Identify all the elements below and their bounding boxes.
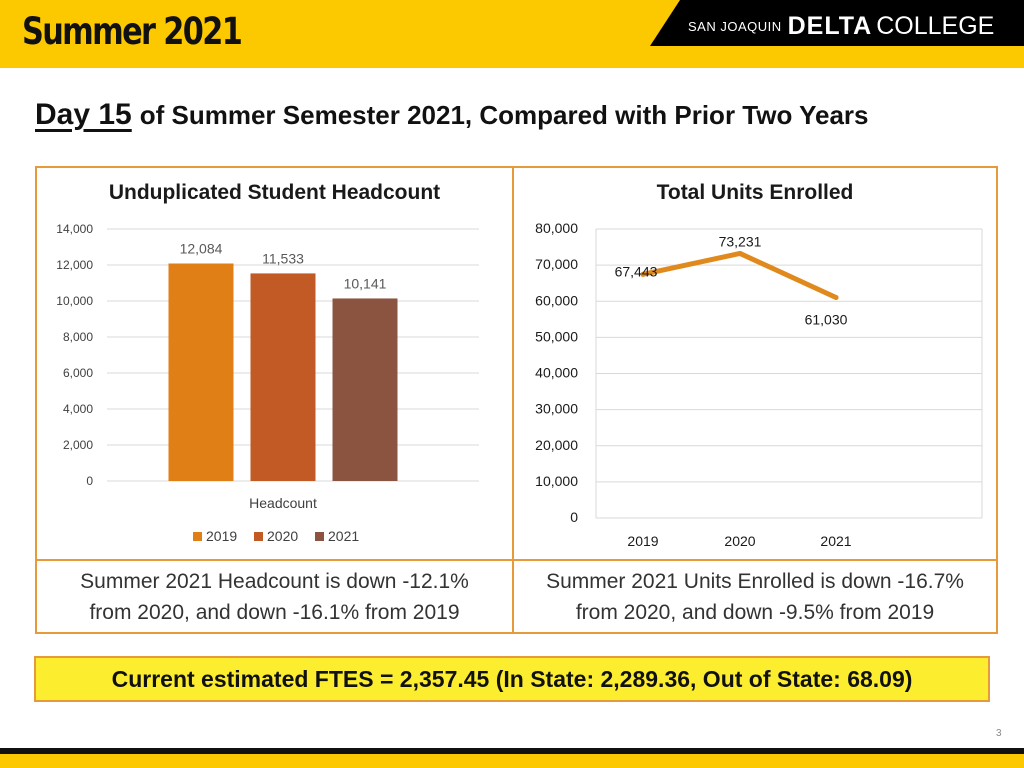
headcount-summary-panel — [35, 559, 514, 634]
y-tick-label: 40,000 — [535, 365, 578, 381]
headline-rest: of Summer Semester 2021, Compared with P… — [139, 100, 869, 130]
y-tick-label: 50,000 — [535, 328, 578, 344]
units-series-line — [640, 250, 839, 301]
line-data-label: 73,231 — [719, 233, 762, 249]
line-data-label: 67,443 — [615, 263, 658, 279]
units-summary: Summer 2021 Units Enrolled is down -16.7… — [514, 566, 996, 628]
units-chart-title: Total Units Enrolled — [656, 181, 854, 204]
fte-banner: Current estimated FTES = 2,357.45 (In St… — [34, 656, 990, 702]
bar-2019 — [168, 263, 234, 481]
bar-data-label: 11,533 — [262, 250, 304, 266]
headcount-summary-line1: Summer 2021 Headcount is down -12.1% — [80, 570, 469, 593]
line-point-2021 — [833, 295, 839, 301]
footer-black-band — [0, 748, 1024, 754]
y-tick-label: 10,000 — [56, 294, 93, 308]
legend-label: 2021 — [328, 528, 359, 544]
legend-swatch-2021 — [315, 532, 324, 541]
y-tick-label: 0 — [86, 474, 93, 488]
y-tick-label: 4,000 — [63, 402, 93, 416]
logo-san-joaquin: SAN JOAQUIN — [688, 19, 782, 34]
headcount-summary: Summer 2021 Headcount is down -12.1% fro… — [37, 566, 512, 628]
headcount-bar-chart: 0 2,000 4,000 6,000 8,000 10,000 12,000 14,000 1… — [56, 222, 479, 544]
line-point-2019 — [640, 271, 646, 277]
y-tick-label: 6,000 — [63, 366, 93, 380]
bar-data-label: 12,084 — [180, 240, 223, 256]
x-tick-label: 2021 — [820, 533, 851, 549]
legend-swatch-2019 — [193, 532, 202, 541]
x-tick-label: 2019 — [627, 533, 658, 549]
bar-2021 — [332, 298, 398, 481]
headline-day: Day 15 — [35, 98, 132, 131]
y-tick-label: 14,000 — [56, 222, 93, 236]
units-summary-panel — [512, 559, 998, 634]
x-tick-label: 2020 — [724, 533, 755, 549]
legend-label: 2020 — [267, 528, 298, 544]
y-tick-label: 70,000 — [535, 256, 578, 272]
page-number: 3 — [996, 728, 1002, 739]
headcount-chart-panel — [35, 166, 514, 561]
headcount-summary-line2: from 2020, and down -16.1% from 2019 — [89, 601, 460, 624]
bar-2020 — [250, 273, 316, 481]
legend-swatch-2020 — [254, 532, 263, 541]
y-tick-label: 8,000 — [63, 330, 93, 344]
headcount-chart-title: Unduplicated Student Headcount — [108, 181, 441, 204]
line-data-label: 61,030 — [805, 312, 848, 328]
y-tick-label: 2,000 — [63, 438, 93, 452]
y-tick-label: 0 — [570, 509, 578, 525]
college-logo: SAN JOAQUIN DELTA COLLEGE — [688, 12, 994, 41]
y-tick-label: 10,000 — [535, 473, 578, 489]
fte-text: Current estimated FTES = 2,357.45 (In St… — [111, 665, 913, 692]
y-tick-label: 30,000 — [535, 401, 578, 417]
y-tick-label: 20,000 — [535, 437, 578, 453]
logo-delta: DELTA — [787, 12, 873, 40]
line-point-2020 — [737, 250, 743, 256]
y-tick-label: 12,000 — [56, 258, 93, 272]
legend-label: 2019 — [206, 528, 237, 544]
slide-title: Summer 2021 — [22, 10, 243, 53]
header-brand-band — [650, 0, 1024, 46]
x-category-label: Headcount — [249, 495, 317, 511]
y-tick-label: 60,000 — [535, 292, 578, 308]
footer-yellow-band — [0, 754, 1024, 768]
units-summary-line1: Summer 2021 Units Enrolled is down -16.7… — [546, 570, 964, 593]
bar-data-label: 10,141 — [344, 275, 387, 291]
units-summary-line2: from 2020, and down -9.5% from 2019 — [575, 601, 935, 624]
y-tick-label: 80,000 — [535, 220, 578, 236]
logo-college: COLLEGE — [876, 12, 995, 40]
page-headline: Day 15 of Summer Semester 2021, Compared … — [35, 98, 869, 132]
units-line-chart: 0 10,000 20,000 30,000 40,000 50,000 60,000 70,… — [535, 220, 983, 549]
units-chart-panel — [512, 166, 998, 561]
